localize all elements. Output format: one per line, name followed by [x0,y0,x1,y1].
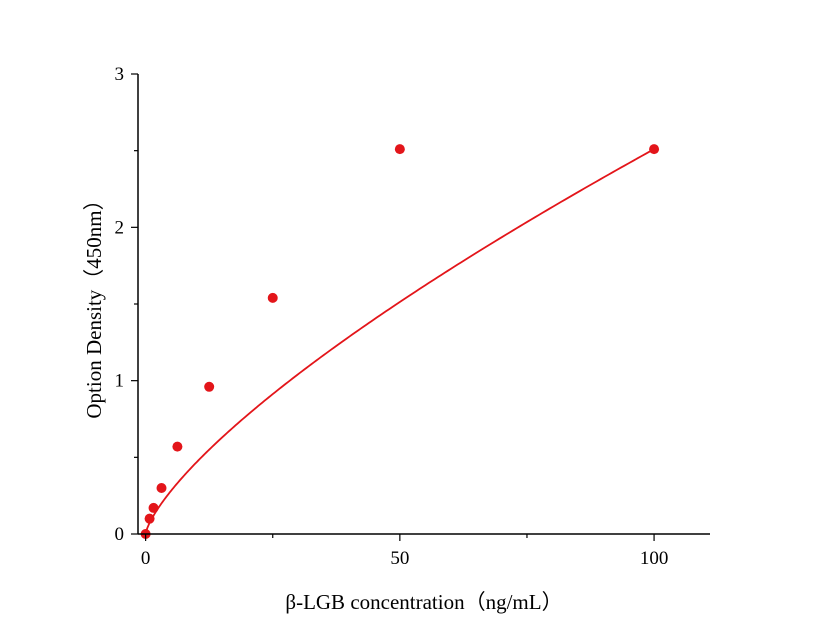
data-point [148,502,159,513]
y-tick-label: 1 [115,371,125,392]
plot-area [140,144,660,539]
data-point [144,513,155,524]
data-point [172,441,183,452]
data-point [394,144,405,155]
data-point [156,483,167,493]
axes: 0 50 100 0 1 2 3 [115,64,710,569]
x-axis-title: β-LGB concentration（ng/mL） [285,590,562,614]
data-point [649,144,660,155]
data-point [267,292,278,303]
data-point [204,381,215,392]
y-tick-label: 3 [115,64,125,85]
x-tick-label: 50 [390,548,409,569]
x-tick-label: 100 [640,548,669,569]
y-axis-title: Option Density（450nm） [82,189,106,418]
fit-curve [144,148,655,535]
y-tick-label: 0 [115,524,125,545]
y-tick-label: 2 [115,217,125,238]
x-tick-label: 0 [141,548,151,569]
